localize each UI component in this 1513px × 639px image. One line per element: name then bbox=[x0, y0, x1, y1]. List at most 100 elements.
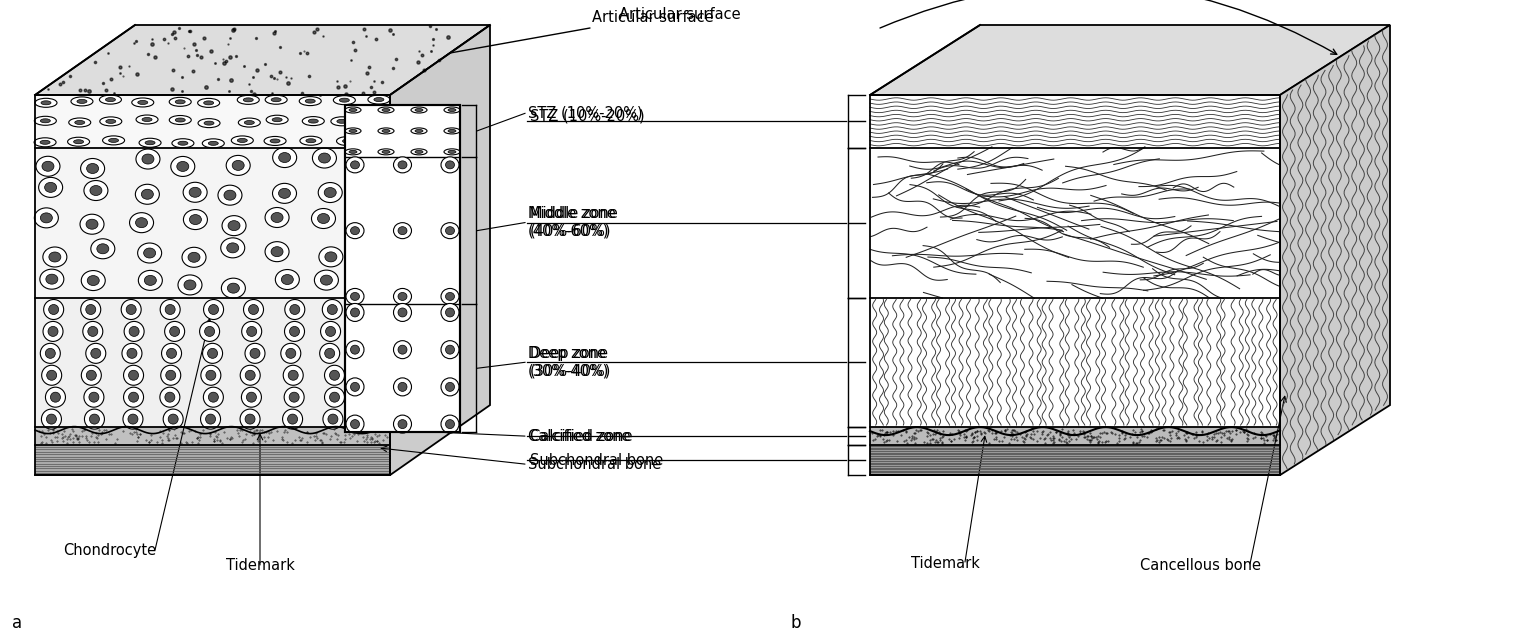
Ellipse shape bbox=[185, 280, 197, 290]
Ellipse shape bbox=[321, 321, 340, 341]
Ellipse shape bbox=[165, 321, 185, 341]
Ellipse shape bbox=[369, 121, 380, 125]
Ellipse shape bbox=[393, 304, 412, 321]
Ellipse shape bbox=[271, 98, 281, 102]
Ellipse shape bbox=[350, 109, 357, 111]
Ellipse shape bbox=[139, 138, 160, 147]
Ellipse shape bbox=[207, 348, 218, 358]
Ellipse shape bbox=[284, 387, 304, 407]
Ellipse shape bbox=[85, 409, 104, 429]
Ellipse shape bbox=[393, 288, 412, 304]
Ellipse shape bbox=[68, 137, 89, 146]
Ellipse shape bbox=[136, 218, 148, 227]
Ellipse shape bbox=[86, 219, 98, 229]
Ellipse shape bbox=[42, 247, 67, 267]
Ellipse shape bbox=[126, 305, 136, 314]
Ellipse shape bbox=[266, 115, 287, 124]
Ellipse shape bbox=[42, 161, 54, 171]
Ellipse shape bbox=[224, 190, 236, 200]
Ellipse shape bbox=[272, 118, 281, 121]
Ellipse shape bbox=[244, 121, 254, 125]
Ellipse shape bbox=[290, 305, 300, 314]
Ellipse shape bbox=[281, 343, 301, 364]
Ellipse shape bbox=[353, 243, 377, 263]
Ellipse shape bbox=[35, 208, 59, 228]
Ellipse shape bbox=[209, 392, 218, 402]
Ellipse shape bbox=[287, 370, 298, 380]
Bar bbox=[870, 445, 1280, 475]
Ellipse shape bbox=[318, 183, 342, 203]
Ellipse shape bbox=[283, 366, 303, 385]
Ellipse shape bbox=[346, 222, 365, 238]
Ellipse shape bbox=[244, 98, 253, 102]
Text: Deep zone
(30%-40%): Deep zone (30%-40%) bbox=[530, 346, 611, 378]
Ellipse shape bbox=[415, 130, 424, 132]
Ellipse shape bbox=[145, 141, 154, 145]
Ellipse shape bbox=[415, 150, 424, 153]
Ellipse shape bbox=[136, 115, 157, 124]
Ellipse shape bbox=[222, 215, 247, 236]
Ellipse shape bbox=[448, 150, 455, 153]
Ellipse shape bbox=[80, 158, 104, 178]
Ellipse shape bbox=[39, 269, 64, 289]
Ellipse shape bbox=[448, 130, 455, 132]
Ellipse shape bbox=[440, 288, 458, 304]
Ellipse shape bbox=[188, 252, 200, 262]
Ellipse shape bbox=[77, 100, 86, 104]
Ellipse shape bbox=[106, 98, 115, 102]
Ellipse shape bbox=[88, 327, 98, 336]
Ellipse shape bbox=[346, 157, 365, 173]
Ellipse shape bbox=[362, 300, 381, 320]
Ellipse shape bbox=[82, 270, 106, 291]
Ellipse shape bbox=[368, 95, 390, 104]
Ellipse shape bbox=[357, 267, 381, 287]
Ellipse shape bbox=[393, 222, 412, 238]
Ellipse shape bbox=[227, 243, 239, 253]
Text: STZ (10%-20%): STZ (10%-20%) bbox=[530, 109, 645, 124]
Ellipse shape bbox=[443, 107, 460, 113]
Ellipse shape bbox=[132, 98, 154, 107]
Bar bbox=[345, 105, 460, 432]
Ellipse shape bbox=[124, 366, 144, 385]
Ellipse shape bbox=[124, 387, 144, 407]
Ellipse shape bbox=[265, 242, 289, 261]
Ellipse shape bbox=[68, 118, 91, 127]
Ellipse shape bbox=[328, 414, 337, 424]
Ellipse shape bbox=[245, 414, 256, 424]
Ellipse shape bbox=[83, 180, 107, 201]
Ellipse shape bbox=[398, 420, 407, 429]
Ellipse shape bbox=[138, 243, 162, 263]
Ellipse shape bbox=[142, 118, 151, 121]
Text: Subchondral bone: Subchondral bone bbox=[528, 457, 661, 472]
Ellipse shape bbox=[443, 149, 460, 155]
Ellipse shape bbox=[365, 366, 384, 385]
Ellipse shape bbox=[362, 321, 381, 341]
Ellipse shape bbox=[325, 327, 336, 336]
Ellipse shape bbox=[378, 128, 393, 134]
Ellipse shape bbox=[123, 409, 142, 429]
Ellipse shape bbox=[165, 392, 176, 402]
Ellipse shape bbox=[351, 293, 360, 300]
Ellipse shape bbox=[129, 327, 139, 336]
Ellipse shape bbox=[248, 305, 259, 314]
Ellipse shape bbox=[165, 305, 176, 314]
Ellipse shape bbox=[440, 415, 458, 433]
Ellipse shape bbox=[160, 300, 180, 320]
Ellipse shape bbox=[322, 409, 343, 429]
Ellipse shape bbox=[318, 213, 330, 224]
Ellipse shape bbox=[80, 214, 104, 235]
Ellipse shape bbox=[369, 392, 380, 402]
Ellipse shape bbox=[393, 341, 412, 358]
Ellipse shape bbox=[378, 107, 393, 113]
Ellipse shape bbox=[368, 348, 378, 358]
Ellipse shape bbox=[47, 414, 56, 424]
Ellipse shape bbox=[306, 99, 315, 103]
Ellipse shape bbox=[227, 283, 239, 293]
Ellipse shape bbox=[204, 101, 213, 105]
Ellipse shape bbox=[42, 321, 64, 341]
Ellipse shape bbox=[179, 275, 201, 295]
Ellipse shape bbox=[445, 227, 454, 235]
Ellipse shape bbox=[283, 409, 303, 429]
Ellipse shape bbox=[83, 321, 103, 341]
Ellipse shape bbox=[47, 370, 56, 380]
